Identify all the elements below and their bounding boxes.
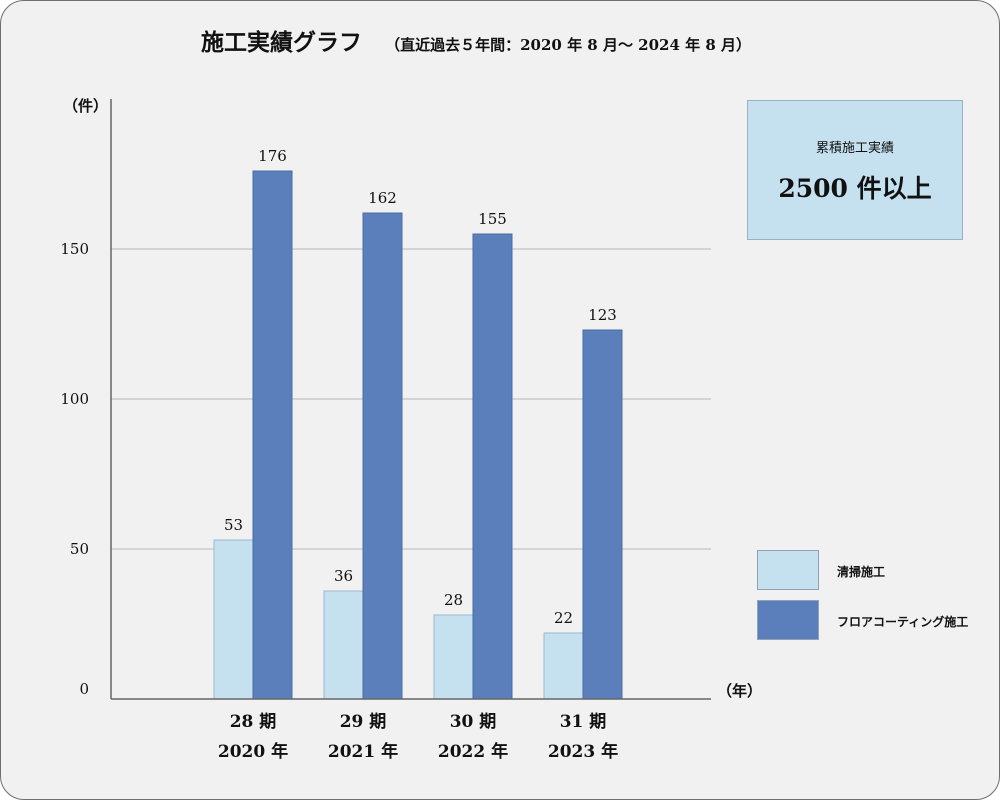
summary-caption: 累積施工実績	[815, 141, 894, 156]
bar-coating	[582, 329, 623, 700]
bar-cleaning	[543, 632, 584, 700]
bar-coating	[362, 212, 403, 700]
legend-label-coating: フロアコーティング施工	[837, 615, 969, 629]
data-label: 155	[478, 210, 507, 228]
title-row: 施工実績グラフ （直近過去５年間：2020 年 8 月～ 2024 年 8 月）	[201, 23, 751, 57]
chart-title: 施工実績グラフ	[201, 29, 362, 56]
summary-box: 累積施工実績 2500 件以上	[747, 100, 963, 240]
x-tick-label-period: 28 期	[230, 712, 277, 732]
bar-coating	[252, 170, 293, 700]
legend-swatch-coating	[757, 600, 819, 640]
data-label: 22	[554, 609, 573, 627]
bar-cleaning	[433, 614, 474, 700]
x-unit-label: （年）	[717, 682, 762, 700]
summary-value: 2500 件以上	[778, 174, 932, 203]
data-label: 162	[368, 189, 397, 207]
y-tick-label: 50	[70, 540, 89, 558]
data-label: 176	[258, 147, 287, 165]
chart-subtitle: （直近過去５年間：2020 年 8 月～ 2024 年 8 月）	[385, 36, 752, 54]
axes	[110, 99, 711, 700]
x-tick-label-period: 31 期	[560, 712, 607, 732]
data-label: 123	[588, 306, 617, 324]
y-unit-label: （件）	[63, 97, 108, 115]
bar-cleaning	[323, 590, 364, 700]
data-label: 28	[444, 591, 463, 609]
y-tick-label: 0	[79, 680, 89, 698]
bar-coating	[472, 233, 513, 700]
y-tick-label: 150	[60, 240, 89, 258]
legend-label-cleaning: 清掃施工	[837, 565, 886, 579]
x-tick-label-year: 2022 年	[438, 741, 508, 762]
x-tick-label-year: 2023 年	[548, 741, 618, 762]
data-label: 36	[334, 567, 353, 585]
bars	[213, 170, 623, 700]
labels: 0 50 100 150 （件） （年） 53 176 28 期 2020 年 36 162 29 期 2…	[60, 97, 762, 762]
data-label: 53	[224, 516, 243, 534]
x-tick-label-period: 29 期	[340, 712, 387, 732]
x-tick-label-year: 2021 年	[328, 741, 398, 762]
y-tick-label: 100	[60, 390, 89, 408]
x-tick-label-year: 2020 年	[218, 741, 288, 762]
x-tick-label-period: 30 期	[450, 712, 497, 732]
bar-cleaning	[213, 539, 254, 700]
legend-swatch-cleaning	[757, 550, 819, 590]
